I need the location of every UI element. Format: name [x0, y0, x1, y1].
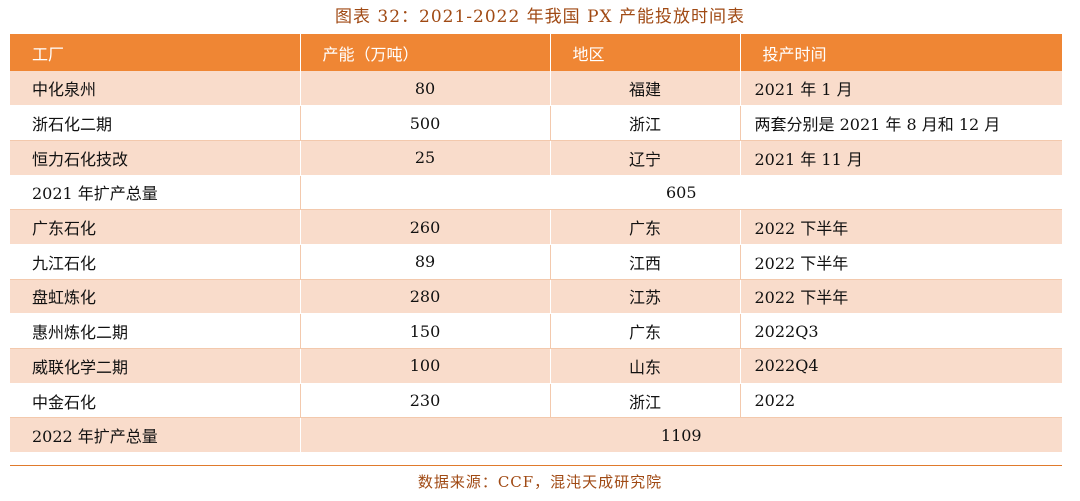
table-caption: 图表 32：2021-2022 年我国 PX 产能投放时间表: [334, 7, 746, 27]
cell-region: 辽宁: [550, 140, 741, 176]
table-row: 威联化学二期 100 山东 2022Q4: [10, 348, 1062, 384]
header-capacity: 产能（万吨）: [300, 34, 551, 71]
cell-factory: 九江石化: [10, 244, 301, 280]
cell-factory: 浙石化二期: [10, 105, 301, 141]
cell-factory: 中化泉州: [10, 71, 301, 107]
px-capacity-table: 工厂 产能（万吨） 地区 投产时间 中化泉州 80 福建 2021 年 1 月 …: [10, 34, 1062, 454]
table-row: 九江石化 89 江西 2022 下半年: [10, 244, 1062, 280]
table-row: 恒力石化技改 25 辽宁 2021 年 11 月: [10, 140, 1062, 176]
cell-factory: 惠州炼化二期: [10, 313, 301, 349]
total-value-2022: 1109: [300, 417, 1062, 454]
cell-capacity: 500: [300, 105, 551, 141]
table-body: 中化泉州 80 福建 2021 年 1 月 浙石化二期 500 浙江 两套分别是…: [10, 71, 1062, 454]
cell-region: 浙江: [550, 105, 741, 141]
cell-capacity: 150: [300, 313, 551, 349]
cell-capacity: 260: [300, 209, 551, 245]
cell-time: 2022: [740, 383, 1062, 419]
table-header: 工厂 产能（万吨） 地区 投产时间: [10, 34, 1062, 71]
cell-capacity: 100: [300, 348, 551, 384]
cell-factory: 中金石化: [10, 383, 301, 419]
header-time: 投产时间: [762, 44, 827, 64]
data-source-note: 数据来源：CCF，混沌天成研究院: [417, 473, 663, 491]
cell-time: 2022Q4: [740, 348, 1062, 384]
cell-region: 浙江: [550, 383, 741, 419]
cell-factory: 盘虹炼化: [10, 279, 301, 315]
total-label-2021: 2021 年扩产总量: [10, 175, 301, 211]
table-row: 中化泉州 80 福建 2021 年 1 月: [10, 71, 1062, 107]
cell-time: 两套分别是 2021 年 8 月和 12 月: [740, 105, 1062, 141]
total-label-2022: 2022 年扩产总量: [10, 417, 301, 454]
cell-region: 广东: [550, 209, 741, 245]
header-region: 地区: [550, 34, 741, 71]
cell-time: 2022 下半年: [740, 279, 1062, 315]
table-row: 盘虹炼化 280 江苏 2022 下半年: [10, 279, 1062, 315]
table-bottom-rule: [10, 465, 1062, 466]
cell-factory: 广东石化: [10, 209, 301, 245]
cell-factory: 威联化学二期: [10, 348, 301, 384]
cell-region: 福建: [550, 71, 741, 107]
cell-capacity: 89: [300, 244, 551, 280]
cell-capacity: 230: [300, 383, 551, 419]
cell-capacity: 280: [300, 279, 551, 315]
cell-capacity: 80: [300, 71, 551, 107]
cell-region: 广东: [550, 313, 741, 349]
table-row: 惠州炼化二期 150 广东 2022Q3: [10, 313, 1062, 349]
cell-time: 2021 年 11 月: [740, 140, 1062, 176]
cell-time: 2021 年 1 月: [740, 71, 1062, 107]
table-row: 广东石化 260 广东 2022 下半年: [10, 209, 1062, 245]
cell-time: 2022 下半年: [740, 209, 1062, 245]
total-row-2022: 2022 年扩产总量 1109: [10, 417, 1062, 454]
total-row-2021: 2021 年扩产总量 605: [10, 175, 1062, 211]
cell-region: 江苏: [550, 279, 741, 315]
cell-time: 2022 下半年: [740, 244, 1062, 280]
px-capacity-table-container: 工厂 产能（万吨） 地区 投产时间 中化泉州 80 福建 2021 年 1 月 …: [10, 34, 1062, 454]
header-factory: 工厂: [10, 34, 301, 71]
cell-region: 江西: [550, 244, 741, 280]
cell-time: 2022Q3: [740, 313, 1062, 349]
table-row: 中金石化 230 浙江 2022: [10, 383, 1062, 419]
cell-capacity: 25: [300, 140, 551, 176]
cell-factory: 恒力石化技改: [10, 140, 301, 176]
total-value-2021: 605: [300, 175, 1062, 211]
header-row: 工厂 产能（万吨） 地区 投产时间: [10, 34, 1062, 71]
cell-region: 山东: [550, 348, 741, 384]
table-row: 浙石化二期 500 浙江 两套分别是 2021 年 8 月和 12 月: [10, 105, 1062, 141]
